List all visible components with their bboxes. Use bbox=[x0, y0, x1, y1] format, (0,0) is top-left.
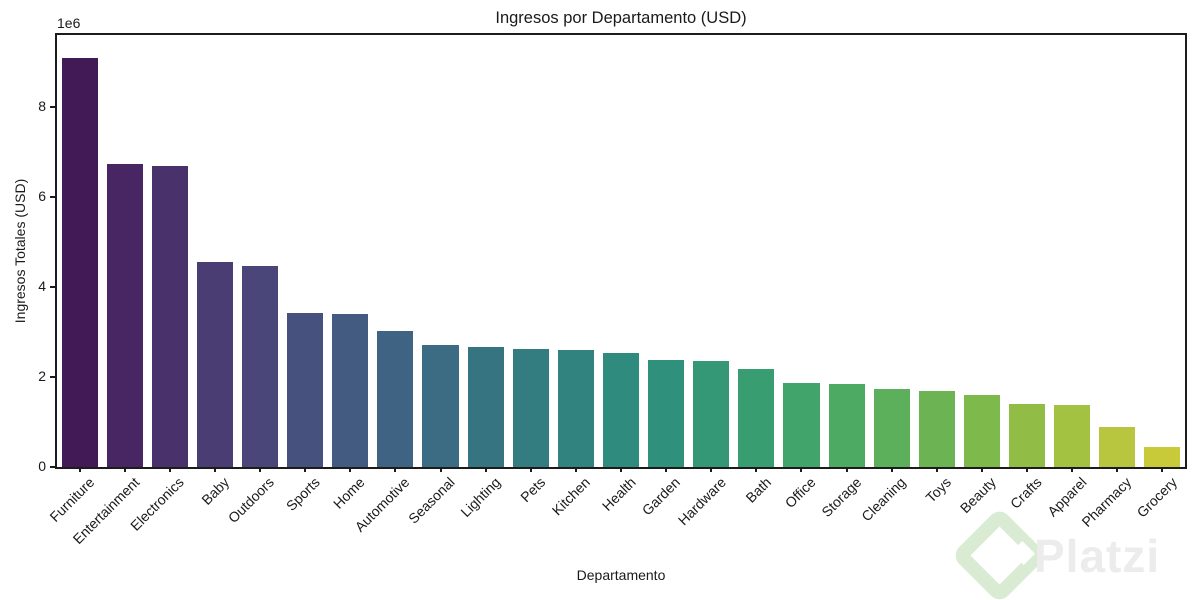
x-tick-mark bbox=[665, 467, 668, 472]
bar-entertainment bbox=[106, 164, 143, 467]
bar-crafts bbox=[1009, 404, 1046, 467]
x-tick-mark bbox=[1116, 467, 1119, 472]
bar-pharmacy bbox=[1099, 426, 1136, 467]
x-tick-mark bbox=[484, 467, 487, 472]
bar-office bbox=[783, 383, 820, 467]
x-tick-label-storage: Storage bbox=[817, 474, 864, 520]
bar-bath bbox=[738, 368, 775, 467]
y-tick-label: 0 bbox=[38, 458, 46, 474]
bar-electronics bbox=[151, 166, 188, 467]
bar-home bbox=[332, 313, 369, 467]
bar-cleaning bbox=[873, 388, 910, 467]
chart-title: Ingresos por Departamento (USD) bbox=[495, 9, 747, 27]
x-tick-mark bbox=[1026, 467, 1029, 472]
y-tick-label: 6 bbox=[38, 188, 46, 204]
x-tick-mark bbox=[439, 467, 442, 472]
x-tick-label-outdoors: Outdoors bbox=[225, 474, 278, 527]
bar-storage bbox=[828, 384, 865, 467]
x-tick-label-home: Home bbox=[329, 474, 368, 512]
y-tick-mark bbox=[50, 286, 55, 288]
x-tick-label-crafts: Crafts bbox=[1006, 474, 1045, 512]
bar-hardware bbox=[693, 360, 730, 467]
x-tick-label-garden: Garden bbox=[639, 474, 684, 519]
x-tick-label-kitchen: Kitchen bbox=[548, 474, 594, 519]
x-tick-mark bbox=[890, 467, 893, 472]
bar-toys bbox=[918, 391, 955, 467]
bar-beauty bbox=[963, 395, 1000, 467]
y-tick-label: 4 bbox=[38, 278, 46, 294]
x-tick-mark bbox=[845, 467, 848, 472]
x-tick-mark bbox=[1161, 467, 1164, 472]
x-tick-label-cleaning: Cleaning bbox=[858, 474, 910, 525]
x-tick-label-sports: Sports bbox=[282, 474, 323, 514]
x-tick-label-beauty: Beauty bbox=[957, 474, 1000, 517]
x-tick-mark bbox=[349, 467, 352, 472]
y-tick-mark bbox=[50, 196, 55, 198]
bar-pets bbox=[512, 349, 549, 467]
x-tick-label-bath: Bath bbox=[742, 474, 774, 506]
x-tick-label-grocery: Grocery bbox=[1133, 474, 1180, 521]
y-axis-offset-label: 1e6 bbox=[57, 15, 81, 31]
y-tick-mark bbox=[50, 376, 55, 378]
y-tick-mark bbox=[50, 106, 55, 108]
bar-apparel bbox=[1054, 404, 1091, 467]
x-tick-label-lighting: Lighting bbox=[456, 474, 503, 520]
bar-grocery bbox=[1144, 447, 1181, 467]
bar-baby bbox=[196, 262, 233, 467]
x-axis-label: Departamento bbox=[576, 567, 666, 583]
x-tick-mark bbox=[935, 467, 938, 472]
x-tick-mark bbox=[980, 467, 983, 472]
watermark-text: Platzi bbox=[1034, 530, 1161, 582]
x-tick-mark bbox=[800, 467, 803, 472]
bar-seasonal bbox=[422, 344, 459, 467]
x-tick-mark bbox=[710, 467, 713, 472]
bar-sports bbox=[287, 313, 324, 467]
x-tick-mark bbox=[213, 467, 216, 472]
y-tick-label: 8 bbox=[38, 98, 46, 114]
x-tick-label-pets: Pets bbox=[516, 474, 549, 506]
y-tick-mark bbox=[50, 466, 55, 468]
bar-lighting bbox=[467, 346, 504, 467]
x-tick-mark bbox=[123, 467, 126, 472]
bar-garden bbox=[648, 359, 685, 467]
bar-health bbox=[602, 353, 640, 467]
x-tick-mark bbox=[259, 467, 262, 472]
x-tick-mark bbox=[529, 467, 532, 472]
x-tick-label-health: Health bbox=[598, 474, 639, 514]
x-tick-label-seasonal: Seasonal bbox=[405, 474, 458, 527]
bar-automotive bbox=[377, 330, 414, 467]
x-tick-mark bbox=[1071, 467, 1074, 472]
x-tick-label-office: Office bbox=[781, 474, 819, 511]
platzi-watermark: Platzi bbox=[950, 506, 1192, 600]
y-tick-label: 2 bbox=[38, 368, 46, 384]
x-tick-label-hardware: Hardware bbox=[674, 474, 729, 529]
x-tick-mark bbox=[394, 467, 397, 472]
x-tick-mark bbox=[168, 467, 171, 472]
x-tick-label-baby: Baby bbox=[198, 474, 233, 508]
x-tick-mark bbox=[78, 467, 81, 472]
bar-furniture bbox=[61, 58, 98, 467]
x-tick-mark bbox=[304, 467, 307, 472]
x-tick-label-toys: Toys bbox=[922, 474, 955, 506]
x-tick-mark bbox=[620, 467, 622, 472]
x-tick-mark bbox=[574, 467, 577, 472]
bar-kitchen bbox=[557, 349, 594, 467]
plot-area bbox=[55, 33, 1187, 469]
bar-outdoors bbox=[241, 266, 279, 467]
x-tick-mark bbox=[755, 467, 758, 472]
